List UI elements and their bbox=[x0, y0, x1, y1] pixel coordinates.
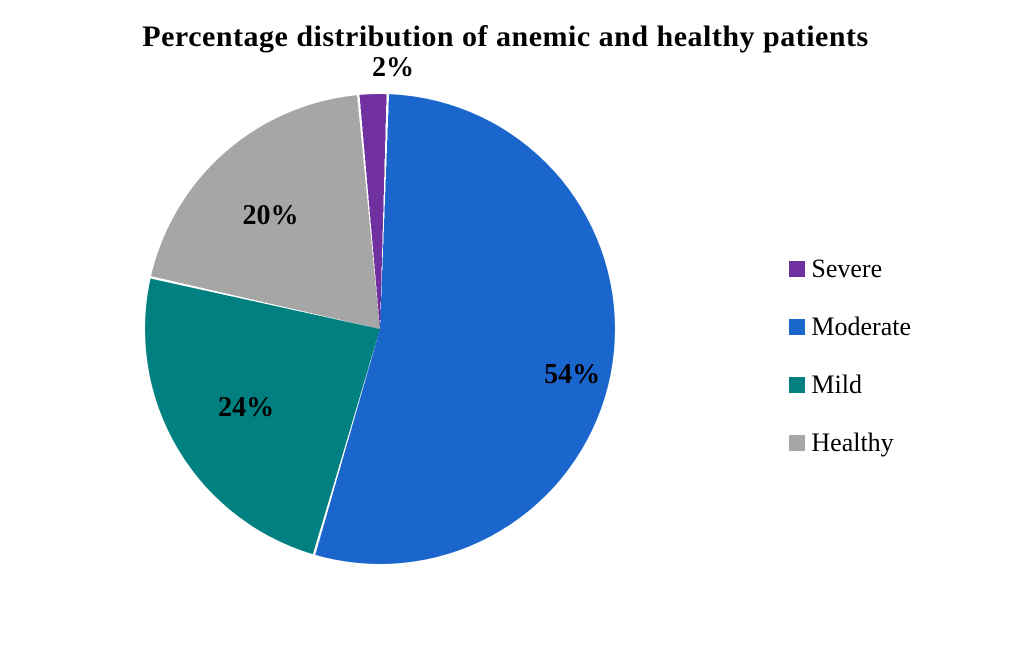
slice-label-mild: 24% bbox=[218, 392, 274, 424]
legend-marker-mild bbox=[789, 377, 805, 393]
slice-label-moderate: 54% bbox=[544, 359, 600, 391]
legend-marker-healthy bbox=[789, 435, 805, 451]
legend-item-healthy: Healthy bbox=[789, 428, 911, 458]
legend: Severe Moderate Mild Healthy bbox=[789, 254, 911, 458]
pie-graphic bbox=[145, 94, 615, 564]
pie-chart: 2% 54% 24% 20% bbox=[145, 94, 615, 564]
legend-label-severe: Severe bbox=[811, 254, 882, 284]
legend-label-healthy: Healthy bbox=[811, 428, 893, 458]
chart-container: Percentage distribution of anemic and he… bbox=[0, 0, 1011, 672]
legend-label-moderate: Moderate bbox=[811, 312, 911, 342]
legend-item-severe: Severe bbox=[789, 254, 911, 284]
legend-item-moderate: Moderate bbox=[789, 312, 911, 342]
slice-label-severe: 2% bbox=[372, 52, 414, 84]
legend-label-mild: Mild bbox=[811, 370, 862, 400]
legend-item-mild: Mild bbox=[789, 370, 911, 400]
chart-title: Percentage distribution of anemic and he… bbox=[30, 20, 981, 54]
chart-area: 2% 54% 24% 20% Severe Moderate Mild Heal… bbox=[30, 64, 981, 624]
legend-marker-severe bbox=[789, 261, 805, 277]
slice-label-healthy: 20% bbox=[242, 200, 298, 232]
legend-marker-moderate bbox=[789, 319, 805, 335]
